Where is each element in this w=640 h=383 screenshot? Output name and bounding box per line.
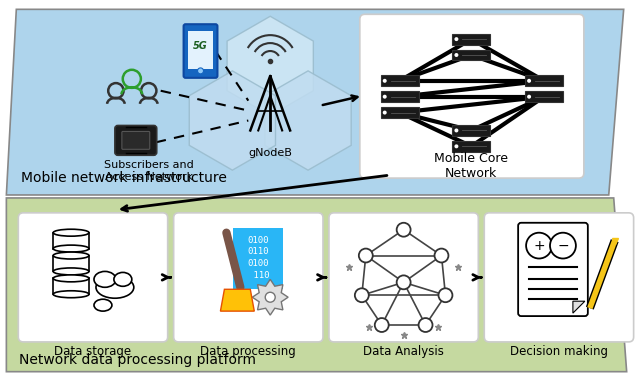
Circle shape — [383, 95, 387, 99]
FancyBboxPatch shape — [381, 107, 419, 118]
FancyBboxPatch shape — [484, 213, 634, 342]
Circle shape — [355, 288, 369, 302]
Polygon shape — [220, 289, 254, 311]
Circle shape — [435, 249, 449, 262]
FancyBboxPatch shape — [184, 24, 218, 78]
Text: Decision making: Decision making — [510, 345, 608, 358]
Ellipse shape — [94, 299, 112, 311]
Bar — [53, 255, 89, 272]
Circle shape — [383, 79, 387, 83]
Polygon shape — [573, 301, 585, 313]
Polygon shape — [6, 9, 623, 195]
Polygon shape — [189, 71, 275, 170]
Circle shape — [526, 233, 552, 259]
Ellipse shape — [94, 272, 116, 287]
Text: +: + — [533, 239, 545, 253]
Text: Mobile network infrastructure: Mobile network infrastructure — [21, 171, 227, 185]
Circle shape — [397, 275, 411, 289]
Polygon shape — [265, 71, 351, 170]
FancyBboxPatch shape — [518, 223, 588, 316]
FancyBboxPatch shape — [115, 126, 157, 155]
Text: Data storage: Data storage — [54, 345, 132, 358]
Circle shape — [527, 95, 531, 99]
Circle shape — [198, 68, 204, 74]
FancyBboxPatch shape — [452, 49, 490, 61]
Text: Data Analysis: Data Analysis — [363, 345, 444, 358]
Circle shape — [383, 111, 387, 115]
Circle shape — [265, 292, 275, 302]
FancyBboxPatch shape — [452, 125, 490, 136]
Circle shape — [438, 288, 452, 302]
Circle shape — [550, 233, 576, 259]
Circle shape — [359, 249, 372, 262]
FancyBboxPatch shape — [173, 213, 323, 342]
Circle shape — [375, 318, 388, 332]
Polygon shape — [252, 279, 288, 315]
FancyBboxPatch shape — [381, 91, 419, 102]
Ellipse shape — [114, 272, 132, 286]
FancyBboxPatch shape — [122, 131, 150, 149]
Circle shape — [527, 79, 531, 83]
Circle shape — [419, 318, 433, 332]
Text: gNodeB: gNodeB — [248, 148, 292, 158]
Ellipse shape — [96, 277, 134, 298]
Circle shape — [454, 128, 458, 133]
FancyBboxPatch shape — [234, 228, 283, 289]
Text: Network data processing platform: Network data processing platform — [19, 353, 256, 367]
Bar — [53, 278, 89, 294]
FancyBboxPatch shape — [381, 75, 419, 86]
Polygon shape — [227, 16, 314, 116]
Ellipse shape — [53, 291, 89, 298]
Text: −: − — [557, 239, 569, 253]
FancyBboxPatch shape — [525, 75, 563, 86]
FancyBboxPatch shape — [525, 91, 563, 102]
FancyBboxPatch shape — [452, 34, 490, 44]
Text: Subscribers and
Access Network: Subscribers and Access Network — [104, 160, 194, 182]
Text: 0100
0110
0100
 110: 0100 0110 0100 110 — [248, 236, 269, 280]
Circle shape — [454, 144, 458, 148]
Text: 5G: 5G — [193, 41, 208, 51]
FancyBboxPatch shape — [360, 14, 584, 178]
FancyBboxPatch shape — [452, 141, 490, 152]
FancyBboxPatch shape — [329, 213, 478, 342]
Ellipse shape — [53, 229, 89, 236]
Text: Mobile Core
Network: Mobile Core Network — [435, 152, 508, 180]
Bar — [53, 233, 89, 249]
Ellipse shape — [53, 245, 89, 252]
FancyBboxPatch shape — [188, 31, 214, 69]
FancyBboxPatch shape — [19, 213, 168, 342]
Circle shape — [454, 53, 458, 57]
Ellipse shape — [53, 275, 89, 282]
Ellipse shape — [53, 252, 89, 259]
Circle shape — [397, 223, 411, 237]
Polygon shape — [6, 198, 627, 372]
Text: Data processing: Data processing — [200, 345, 296, 358]
Circle shape — [454, 37, 458, 41]
Ellipse shape — [53, 268, 89, 275]
